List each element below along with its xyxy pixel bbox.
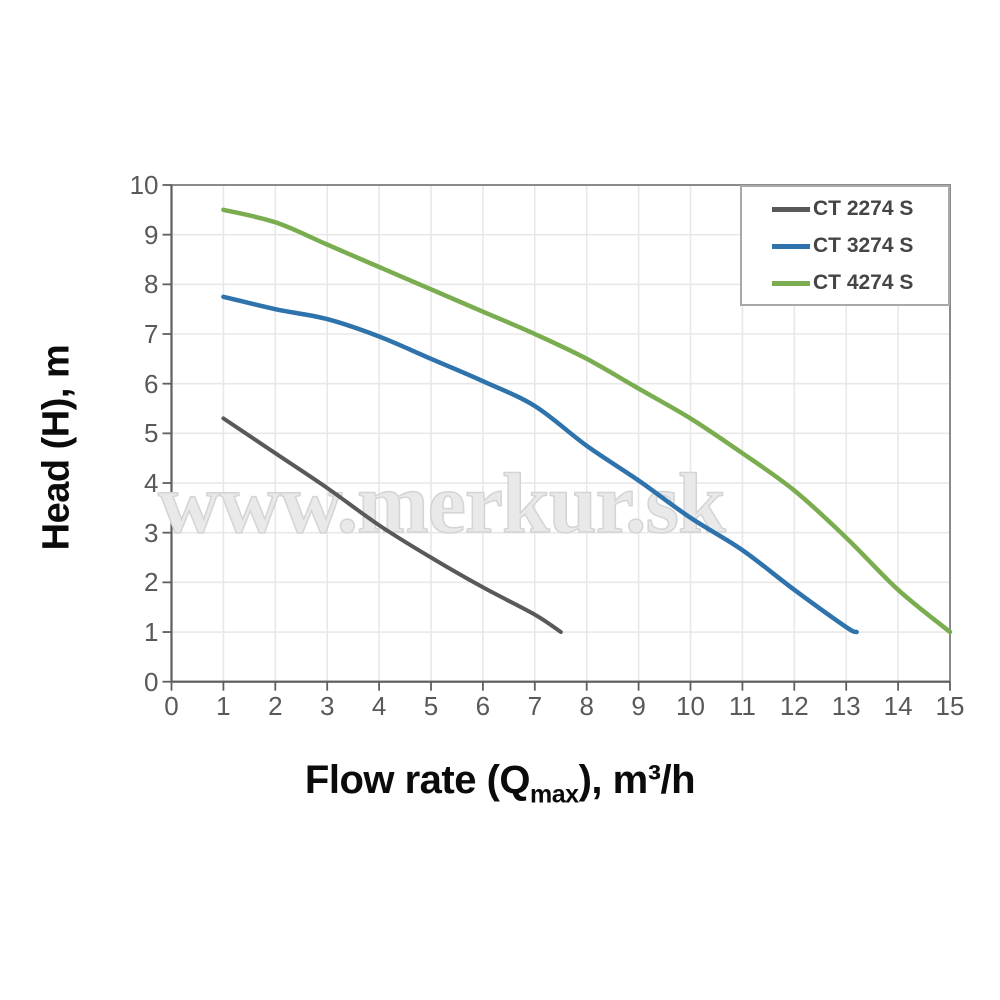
- y-tick-label: 1: [144, 617, 159, 648]
- x-tick-label: 1: [216, 691, 231, 721]
- x-tick-label: 4: [371, 691, 387, 721]
- x-tick-label: 14: [883, 691, 913, 721]
- legend-item: CT 3274 S: [742, 229, 948, 263]
- y-tick-label: 0: [144, 666, 159, 697]
- x-tick-label: 11: [728, 691, 756, 721]
- curve-ct-2274-s: [221, 416, 563, 634]
- x-tick-label: 13: [831, 691, 861, 721]
- x-tick-label: 12: [779, 691, 809, 721]
- y-tick-label: 5: [144, 418, 159, 449]
- x-tick-label: 8: [579, 691, 594, 721]
- legend-swatch-line: [772, 243, 810, 249]
- y-tick-label: 2: [144, 567, 159, 598]
- y-axis-title: Head (H), m: [35, 344, 78, 551]
- x-tick-label: 10: [676, 691, 705, 721]
- x-tick-label: 3: [319, 691, 335, 721]
- y-tick-label: 4: [144, 468, 159, 499]
- x-axis-title: Flow rate (Qmax), m³/h: [0, 758, 1000, 810]
- x-tick-label: 9: [631, 691, 646, 721]
- x-axis-title-pre: Flow rate (Q: [304, 758, 531, 802]
- legend-item: CT 4274 S: [742, 266, 948, 300]
- legend-label: CT 4274 S: [813, 271, 914, 294]
- x-tick-label: 5: [423, 691, 439, 721]
- x-axis-title-subscript: max: [530, 780, 579, 809]
- y-tick-label: 6: [144, 368, 159, 399]
- curve-ct-4274-s: [221, 207, 953, 635]
- y-tick-label: 9: [144, 219, 159, 250]
- x-tick-label: 7: [527, 691, 543, 721]
- watermark: www.merkur.sk: [157, 454, 726, 552]
- x-tick-label: 15: [935, 691, 965, 721]
- x-tick-label: 0: [164, 691, 179, 721]
- curve-ct-3274-s: [221, 294, 859, 635]
- legend-swatch-line: [772, 280, 810, 286]
- y-tick-label: 7: [144, 319, 159, 349]
- x-tick-label: 6: [475, 691, 491, 721]
- legend-label: CT 2274 S: [813, 197, 914, 220]
- y-tick-label: 8: [144, 269, 159, 300]
- legend-swatch-line: [772, 206, 810, 212]
- legend-label: CT 3274 S: [813, 234, 914, 257]
- y-tick-label: 3: [144, 517, 159, 548]
- legend-item: CT 2274 S: [742, 192, 948, 226]
- x-tick-label: 2: [268, 691, 283, 721]
- y-tick-label: 10: [129, 170, 159, 200]
- legend: CT 2274 S CT 3274 S CT 4274 S: [740, 185, 950, 306]
- x-axis-title-post: ), m³/h: [578, 758, 696, 802]
